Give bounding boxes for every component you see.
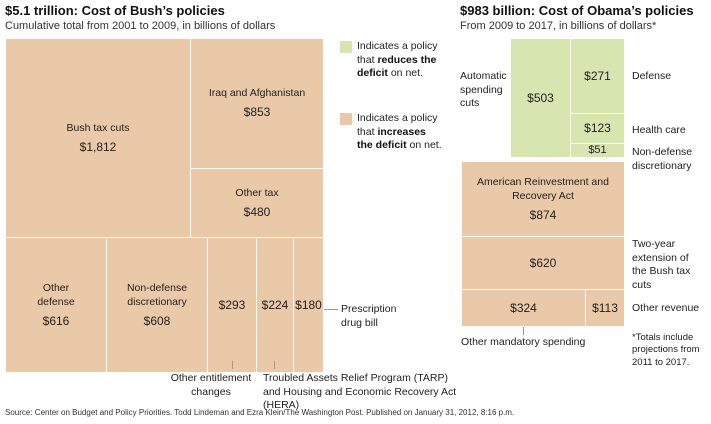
bush-chart-subtitle: Cumulative total from 2001 to 2009, in b… bbox=[5, 20, 276, 32]
bush-tile-value: $853 bbox=[243, 105, 271, 120]
bush-tile-value: $616 bbox=[42, 314, 70, 329]
bush-tile-value: $293 bbox=[218, 297, 246, 312]
bush-tile-value: $1,812 bbox=[79, 139, 117, 154]
obama-tile-value: $874 bbox=[529, 208, 557, 223]
obama-label-automatic-spending-cuts: Automatic spending cuts bbox=[460, 70, 507, 110]
obama-tile-health-care: $123 bbox=[570, 113, 625, 144]
obama-tile-label: American Reinvestment and Recovery Act bbox=[477, 175, 609, 202]
bush-tile-other-defense: Other defense $616 bbox=[5, 237, 107, 373]
leader-line bbox=[274, 361, 275, 369]
bush-tile-value: $480 bbox=[243, 204, 271, 219]
legend-text: on net. bbox=[390, 67, 423, 80]
obama-tile-value: $113 bbox=[592, 300, 618, 315]
obama-tile-value: $503 bbox=[527, 90, 554, 105]
obama-tile-non-defense-discretionary: $51 bbox=[570, 143, 625, 158]
bush-tile-tarp-hera: $224 bbox=[256, 237, 294, 373]
legend-swatch-increases bbox=[340, 113, 352, 125]
source-credit: Source: Center on Budget and Policy Prio… bbox=[5, 408, 515, 417]
obama-label-non-defense-discretionary: Non-defense discretionary bbox=[632, 146, 693, 172]
obama-label-other-revenue: Other revenue bbox=[632, 302, 700, 314]
obama-tile-bush-tax-cut-extension: $620 bbox=[461, 236, 625, 290]
obama-tile-value: $271 bbox=[584, 68, 611, 83]
footnote: *Totals include projections from 2011 to… bbox=[632, 332, 700, 368]
bush-label-tarp-hera: Troubled Assets Relief Program (TARP) an… bbox=[263, 372, 457, 412]
bush-chart-title: $5.1 trillion: Cost of Bush’s policies bbox=[5, 3, 225, 18]
obama-tile-value: $324 bbox=[510, 300, 537, 315]
legend-emphasis: reduces the deficit bbox=[357, 53, 437, 80]
bush-tile-label: Other tax bbox=[235, 186, 279, 199]
bush-tile-other-tax: Other tax $480 bbox=[190, 168, 324, 238]
obama-tile-other-mandatory-spending: $324 bbox=[461, 289, 586, 327]
leader-line bbox=[324, 309, 338, 310]
legend-increases-deficit: Indicates a policy that increases the de… bbox=[357, 112, 442, 153]
obama-tile-value: $51 bbox=[588, 144, 607, 157]
bush-tile-value: $224 bbox=[261, 297, 289, 312]
obama-tile-arra: American Reinvestment and Recovery Act $… bbox=[461, 161, 625, 237]
bush-tile-bush-tax-cuts: Bush tax cuts $1,812 bbox=[5, 38, 191, 238]
obama-tile-automatic-spending-cuts: $503 bbox=[510, 38, 571, 158]
legend-text: Indicates a policy that bbox=[357, 40, 438, 66]
leader-line bbox=[232, 361, 233, 369]
bush-tile-label: Bush tax cuts bbox=[66, 121, 130, 134]
obama-label-defense: Defense bbox=[632, 70, 672, 82]
legend-swatch-reduces bbox=[340, 41, 352, 53]
obama-label-health-care: Health care bbox=[632, 124, 686, 136]
legend-text: on net. bbox=[409, 139, 442, 152]
legend-text: Indicates a policy that bbox=[357, 112, 438, 138]
obama-tile-value: $123 bbox=[584, 121, 611, 136]
bush-tile-non-defense-discretionary: Non-defense discretionary $608 bbox=[106, 237, 208, 373]
legend-reduces-deficit: Indicates a policy that reduces the defi… bbox=[357, 40, 442, 81]
bush-tile-label: Other defense bbox=[37, 281, 75, 308]
obama-chart-title: $983 billion: Cost of Obama’s policies bbox=[460, 3, 694, 18]
legend-emphasis: increases the deficit bbox=[357, 125, 426, 152]
obama-tile-defense: $271 bbox=[570, 38, 625, 114]
obama-label-other-mandatory-spending: Other mandatory spending bbox=[461, 336, 586, 348]
bush-tile-value: $180 bbox=[295, 297, 322, 312]
bush-tile-label: Non-defense discretionary bbox=[126, 281, 188, 308]
bush-tile-other-entitlement-changes: $293 bbox=[207, 237, 257, 373]
leader-line bbox=[523, 327, 524, 335]
obama-tile-other-revenue: $113 bbox=[585, 289, 625, 327]
bush-label-prescription-drug-bill: Prescription drug bill bbox=[341, 303, 397, 329]
bush-label-other-entitlement-changes: Other entitlement changes bbox=[170, 372, 252, 398]
bush-tile-value: $608 bbox=[143, 314, 171, 329]
bush-tile-label: Iraq and Afghanistan bbox=[208, 87, 306, 100]
bush-tile-prescription-drug-bill: $180 bbox=[293, 237, 324, 373]
bush-tile-iraq-afghanistan: Iraq and Afghanistan $853 bbox=[190, 38, 324, 169]
obama-tile-value: $620 bbox=[529, 255, 557, 270]
obama-chart-subtitle: From 2009 to 2017, in billions of dollar… bbox=[460, 20, 657, 32]
obama-label-bush-tax-cut-extension: Two-year extension of the Bush tax cuts bbox=[632, 238, 691, 291]
